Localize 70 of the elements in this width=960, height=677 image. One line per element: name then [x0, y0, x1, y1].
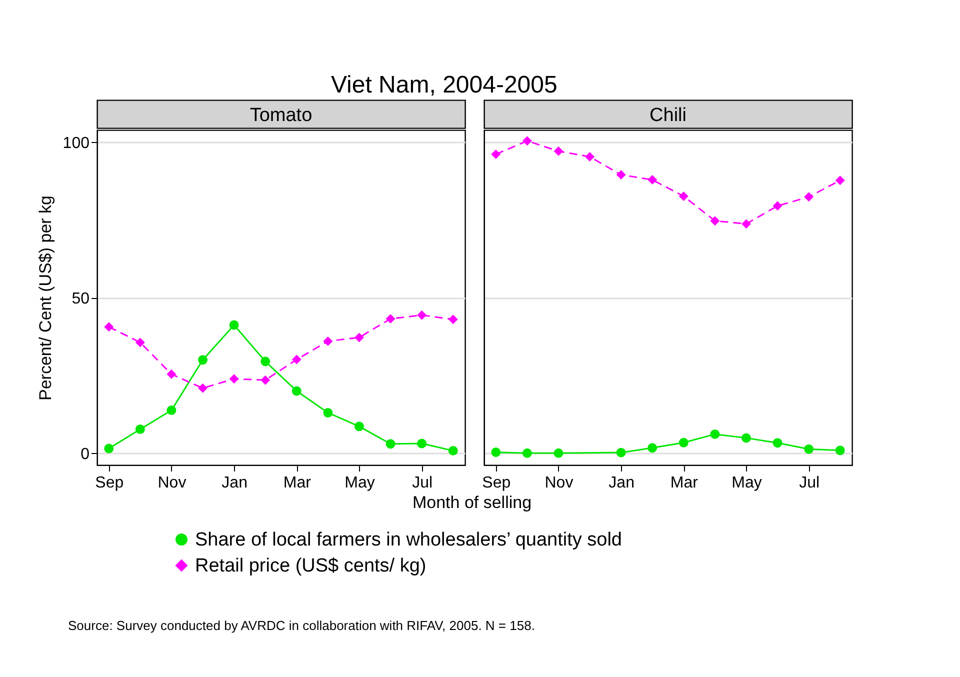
point — [135, 424, 145, 434]
point — [229, 320, 239, 330]
point — [354, 422, 364, 432]
point — [741, 433, 751, 443]
chart-title: Viet Nam, 2004-2005 — [330, 71, 558, 98]
x-tick-label: Jul — [412, 474, 433, 492]
point — [229, 374, 239, 384]
point — [417, 438, 427, 448]
x-axis-title: Month of selling — [412, 493, 532, 512]
point — [522, 448, 532, 458]
point — [166, 406, 176, 415]
point — [448, 314, 458, 324]
point — [772, 438, 782, 448]
x-tick-label: Jan — [222, 474, 248, 492]
point — [135, 338, 145, 348]
point — [678, 192, 688, 201]
point — [522, 136, 532, 146]
point — [354, 332, 364, 342]
x-tick-label: Mar — [670, 474, 699, 492]
point — [386, 439, 396, 449]
point — [491, 448, 501, 457]
legend-label: Retail price (US$ cents/ kg) — [195, 556, 426, 576]
point — [710, 429, 720, 439]
point — [260, 356, 270, 366]
point — [323, 336, 333, 346]
x-tick-label: Nov — [158, 474, 186, 492]
point — [554, 448, 564, 458]
point — [417, 310, 427, 320]
point — [741, 219, 751, 229]
y-tick-label: 50 — [72, 290, 90, 308]
x-tick-label: Nov — [544, 474, 574, 492]
y-axis-title: Percent/ Cent (US$) per kg — [36, 195, 55, 401]
point — [554, 146, 564, 156]
point — [804, 192, 814, 202]
point — [386, 314, 396, 324]
point — [198, 383, 208, 393]
y-tick-label: 0 — [80, 446, 90, 463]
point — [260, 375, 270, 385]
x-tick-label: Jul — [799, 474, 820, 492]
chart-subtitle: Chili — [650, 105, 686, 126]
point — [292, 386, 302, 396]
point — [616, 448, 626, 458]
source-note: Source: Survey conducted by AVRDC in collaboration with RIFAV, 2005. N = 158. — [68, 618, 535, 633]
y-tick-label: 100 — [62, 134, 90, 152]
point — [323, 408, 333, 418]
point — [616, 170, 626, 180]
x-tick-label: May — [344, 474, 375, 492]
chart-subtitle: Tomato — [250, 105, 312, 126]
x-tick-label: Jan — [608, 474, 634, 492]
point — [710, 216, 720, 226]
point — [648, 175, 658, 185]
point — [804, 444, 814, 454]
point — [835, 176, 845, 186]
point — [292, 354, 302, 364]
x-tick-label: May — [732, 474, 762, 492]
point — [104, 322, 114, 332]
legend-label: Share of local farmers in wholesalers’ quantity sold — [195, 530, 622, 550]
x-tick-label: Sep — [482, 474, 511, 492]
point — [491, 150, 501, 160]
point — [166, 369, 176, 379]
point — [835, 446, 845, 456]
point — [648, 443, 658, 453]
point — [772, 201, 782, 211]
point — [678, 438, 688, 448]
point — [448, 446, 458, 456]
x-tick-label: Sep — [95, 474, 124, 492]
point — [104, 444, 114, 454]
point — [585, 152, 595, 162]
x-tick-label: Mar — [283, 474, 312, 492]
point — [198, 355, 208, 365]
